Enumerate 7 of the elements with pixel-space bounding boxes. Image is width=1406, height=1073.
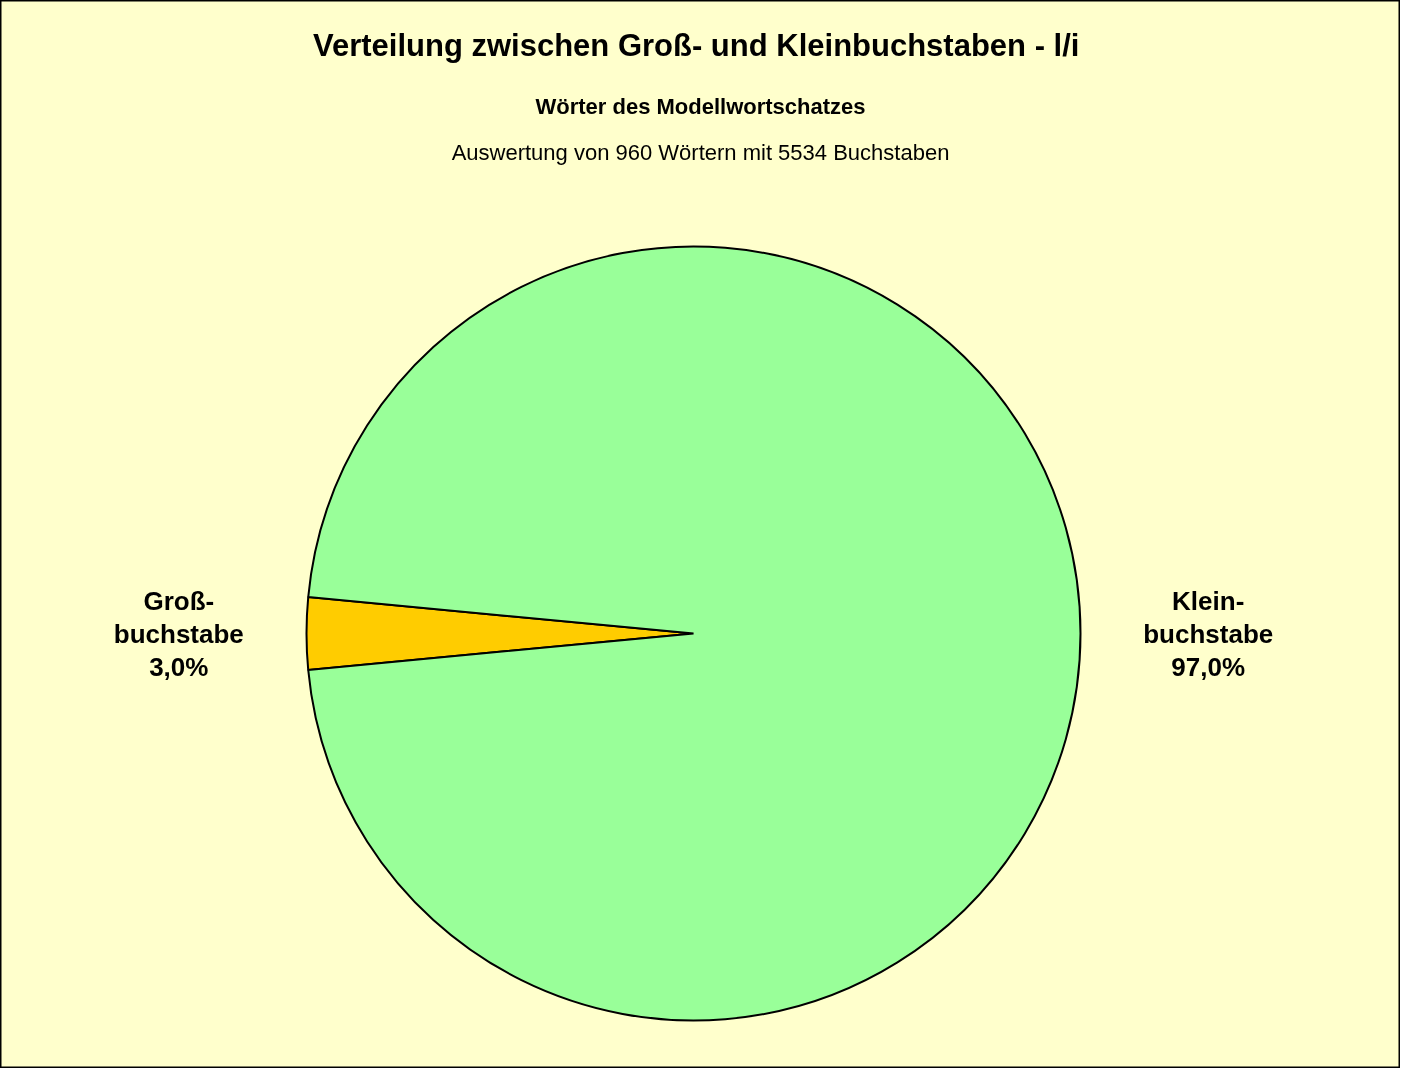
chart-title: Verteilung zwischen Groß- und Kleinbuchstaben - l/i [312, 28, 1080, 63]
slice-label: Klein- buchstabe [1143, 585, 1274, 649]
text: Auswertung von 960 Wörtern mit 5534 Buchstaben [451, 140, 950, 165]
data-label: 3,0% [149, 651, 209, 682]
slice-label: Groß- buchstabe [113, 585, 244, 649]
data-label: 97,0% [1171, 651, 1246, 682]
chart-subtitle: Wörter des Modellwortschatzes [535, 94, 866, 119]
